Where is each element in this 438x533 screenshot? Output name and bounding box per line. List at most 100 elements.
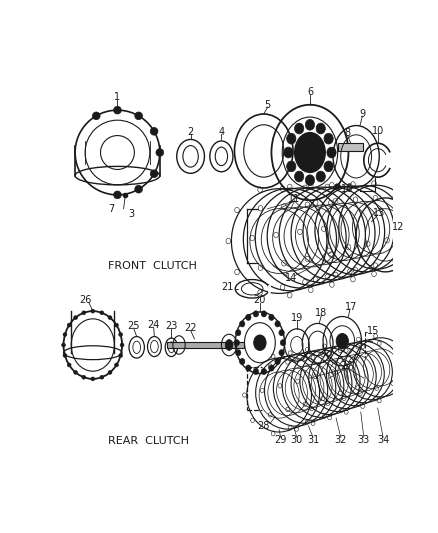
Ellipse shape: [324, 133, 333, 144]
Ellipse shape: [286, 133, 296, 144]
Ellipse shape: [74, 316, 78, 319]
Ellipse shape: [305, 119, 314, 130]
Text: FRONT  CLUTCH: FRONT CLUTCH: [108, 262, 197, 271]
Ellipse shape: [240, 321, 245, 327]
Ellipse shape: [279, 350, 284, 356]
Ellipse shape: [275, 358, 280, 365]
Text: 28: 28: [258, 421, 270, 431]
Ellipse shape: [115, 363, 118, 367]
Ellipse shape: [316, 123, 325, 134]
Text: 29: 29: [275, 435, 287, 445]
Text: 7: 7: [108, 204, 114, 214]
Ellipse shape: [261, 311, 267, 317]
Ellipse shape: [67, 323, 71, 327]
Ellipse shape: [150, 170, 158, 177]
Ellipse shape: [113, 191, 121, 199]
Ellipse shape: [236, 329, 241, 336]
Ellipse shape: [305, 175, 314, 185]
Ellipse shape: [91, 309, 95, 313]
Ellipse shape: [100, 375, 104, 379]
Ellipse shape: [246, 365, 251, 371]
Text: 8: 8: [345, 128, 351, 138]
Ellipse shape: [156, 149, 164, 156]
Ellipse shape: [63, 333, 67, 336]
Ellipse shape: [100, 311, 104, 314]
Text: 10: 10: [371, 126, 384, 136]
Text: REAR  CLUTCH: REAR CLUTCH: [108, 436, 189, 446]
Ellipse shape: [336, 334, 349, 349]
Text: 26: 26: [79, 295, 91, 305]
Ellipse shape: [284, 147, 293, 158]
Text: 18: 18: [315, 308, 328, 318]
Ellipse shape: [119, 353, 123, 358]
Ellipse shape: [74, 370, 78, 374]
Text: 1: 1: [114, 92, 120, 102]
Ellipse shape: [253, 368, 258, 375]
Ellipse shape: [294, 171, 304, 182]
Ellipse shape: [63, 353, 67, 358]
Text: 20: 20: [254, 295, 266, 305]
Ellipse shape: [324, 161, 333, 172]
Ellipse shape: [279, 329, 284, 336]
Text: 27: 27: [341, 361, 353, 371]
Text: 34: 34: [377, 435, 389, 445]
Bar: [167, 342, 244, 348]
Ellipse shape: [269, 314, 274, 320]
Ellipse shape: [120, 343, 124, 347]
Text: 5: 5: [265, 100, 271, 110]
Ellipse shape: [67, 363, 71, 367]
Text: 24: 24: [148, 320, 160, 330]
Ellipse shape: [119, 333, 123, 336]
Ellipse shape: [82, 375, 86, 379]
Ellipse shape: [91, 377, 95, 381]
Ellipse shape: [316, 171, 325, 182]
Ellipse shape: [240, 358, 245, 365]
Text: 4: 4: [218, 127, 224, 137]
Ellipse shape: [280, 340, 286, 346]
Text: 12: 12: [392, 222, 404, 232]
Ellipse shape: [234, 340, 240, 346]
Text: 23: 23: [165, 321, 177, 331]
Text: 17: 17: [345, 302, 358, 311]
Text: 21: 21: [221, 282, 234, 292]
Ellipse shape: [327, 147, 336, 158]
Text: 15: 15: [367, 326, 379, 336]
Text: 6: 6: [307, 87, 313, 98]
Ellipse shape: [62, 343, 65, 347]
Text: 22: 22: [184, 323, 197, 333]
Ellipse shape: [115, 323, 118, 327]
Ellipse shape: [253, 311, 258, 317]
Text: 33: 33: [358, 435, 370, 445]
Ellipse shape: [246, 314, 251, 320]
Ellipse shape: [294, 133, 325, 173]
Ellipse shape: [135, 112, 142, 120]
Text: 14: 14: [285, 273, 297, 283]
Ellipse shape: [135, 185, 142, 193]
Ellipse shape: [269, 365, 274, 371]
Ellipse shape: [113, 106, 121, 114]
Ellipse shape: [286, 161, 296, 172]
Text: 32: 32: [335, 435, 347, 445]
Ellipse shape: [82, 311, 86, 314]
Ellipse shape: [92, 112, 100, 120]
Ellipse shape: [254, 335, 266, 350]
Text: 2: 2: [187, 127, 194, 137]
Ellipse shape: [275, 321, 280, 327]
Text: 25: 25: [127, 321, 140, 331]
Ellipse shape: [108, 370, 112, 374]
Ellipse shape: [150, 127, 158, 135]
Text: 13: 13: [373, 207, 385, 217]
Text: 11: 11: [288, 193, 300, 204]
Ellipse shape: [236, 350, 241, 356]
Text: 9: 9: [359, 109, 365, 119]
Text: 3: 3: [128, 209, 134, 219]
Ellipse shape: [225, 340, 233, 350]
Ellipse shape: [261, 368, 267, 375]
Ellipse shape: [294, 123, 304, 134]
Text: 31: 31: [307, 435, 319, 445]
Bar: [339, 143, 363, 151]
Text: 19: 19: [291, 313, 303, 323]
Text: 16: 16: [341, 184, 353, 193]
Ellipse shape: [108, 316, 112, 319]
Text: 30: 30: [291, 435, 303, 445]
